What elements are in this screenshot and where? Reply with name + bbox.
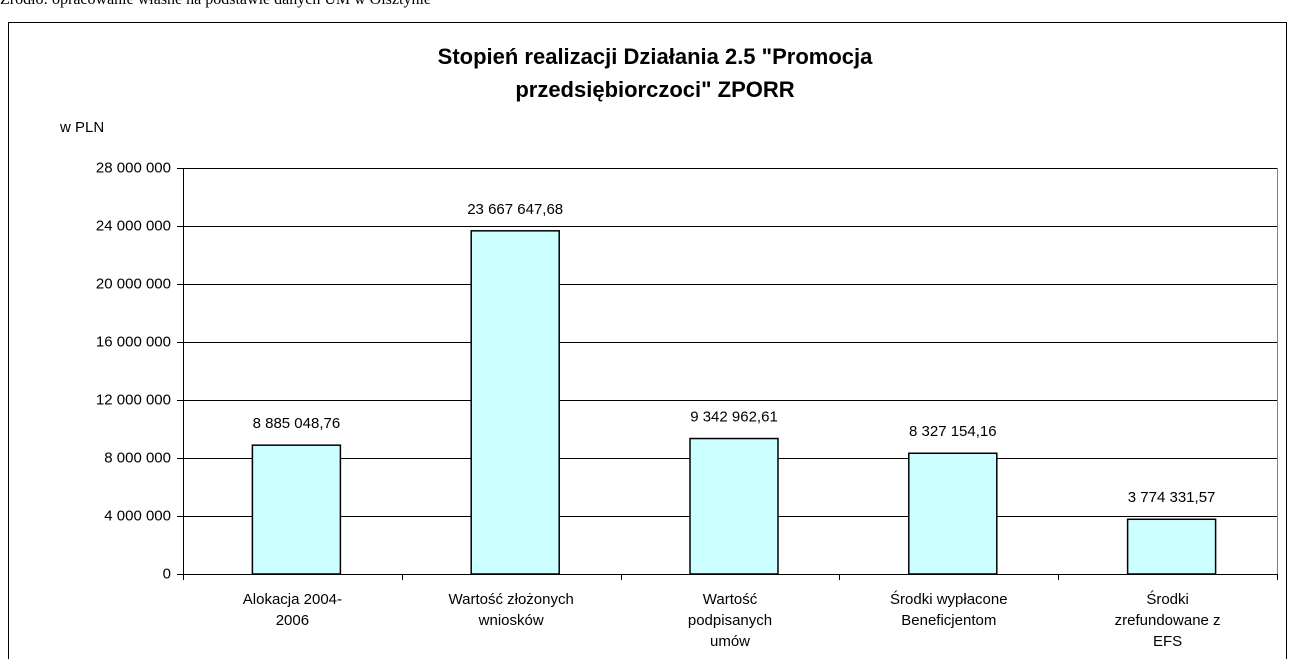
bar	[251, 444, 342, 575]
chart-border	[8, 22, 1287, 659]
x-tick-label: Alokacja 2004- 2006	[242, 591, 342, 629]
source-note: Źródło: opracowanie własne na podstawie …	[0, 0, 431, 9]
y-tick-label: 16 000 000	[96, 333, 171, 350]
x-tick-label: Środki wypłacone Beneficjentom	[890, 591, 1008, 629]
data-label: 9 342 962,61	[690, 408, 778, 425]
chart-title: Stopień realizacji Działania 2.5 "Promoc…	[437, 44, 873, 102]
data-label: 23 667 647,68	[467, 201, 563, 218]
y-tick-label: 8 000 000	[104, 449, 171, 466]
y-tick-label: 28 000 000	[96, 159, 171, 176]
y-axis-label: w PLN	[59, 119, 104, 136]
bar	[1126, 518, 1217, 575]
y-tick-label: 0	[163, 565, 171, 582]
bar	[470, 230, 560, 575]
data-label: 8 885 048,76	[253, 415, 341, 432]
y-tick-label: 4 000 000	[104, 507, 171, 524]
x-tick-label: Wartość podpisanych umów	[687, 591, 773, 650]
y-tick-label: 12 000 000	[96, 391, 171, 408]
y-tick-label: 20 000 000	[96, 275, 171, 292]
data-label: 8 327 154,16	[909, 423, 997, 440]
bar	[908, 452, 998, 575]
x-tick-label: Wartość złożonych wniosków	[448, 591, 574, 629]
y-tick-label: 24 000 000	[96, 217, 171, 234]
x-tick-label: Środki zrefundowane z EFS	[1114, 591, 1221, 650]
bar	[689, 437, 779, 575]
data-label: 3 774 331,57	[1128, 489, 1216, 506]
